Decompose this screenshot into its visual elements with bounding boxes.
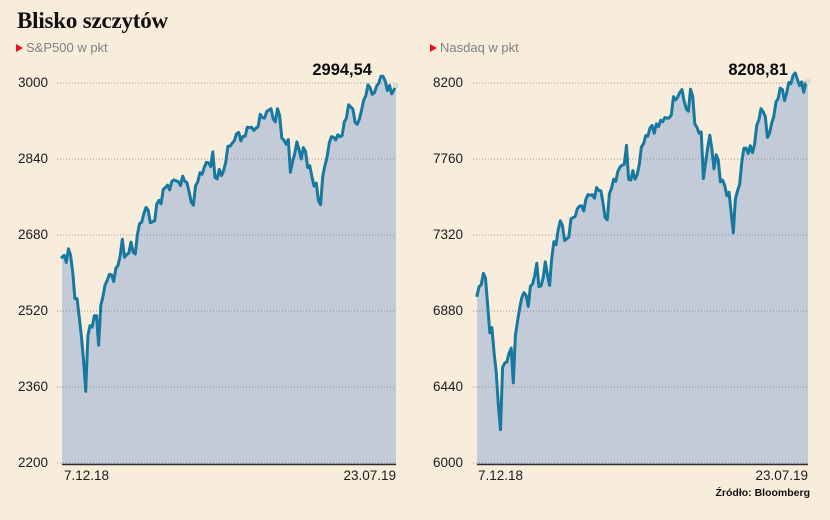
legend-marker-icon [16,43,23,52]
y-tick-label: 6000 [432,455,463,470]
legend-label: S&P500 w pkt [26,40,108,55]
y-tick-label: 2840 [17,151,48,166]
last-value-label: 8208,81 [728,61,788,79]
y-tick-label: 6440 [432,379,463,394]
y-tick-label: 2520 [17,303,48,318]
price-line [475,71,810,432]
legend-nasdaq: Nasdaq w pkt [430,40,519,55]
y-tick-label: 7320 [432,227,463,242]
x-tick-label: 7.12.18 [64,468,110,483]
y-tick-label: 2360 [17,379,48,394]
y-tick-label: 7760 [432,151,463,166]
y-tick-label: 2200 [17,455,48,470]
source-credit: Źródło: Bloomberg [715,487,811,499]
end-point-dot [393,82,399,89]
x-tick-label: 7.12.18 [478,468,524,483]
legend-sp500: S&P500 w pkt [16,40,108,55]
y-tick-label: 8200 [432,75,463,90]
price-line [60,74,398,393]
page-title: Blisko szczytów [17,8,168,33]
y-tick-label: 3000 [17,75,48,90]
x-tick-label: 23.07.19 [343,468,396,483]
legend-marker-icon [430,43,437,52]
legend-label: Nasdaq w pkt [440,40,519,55]
last-value-label: 2994,54 [312,61,372,79]
x-tick-label: 23.07.19 [755,468,808,483]
area-fill [62,76,396,465]
y-tick-label: 2680 [17,227,48,242]
area-fill [477,73,808,465]
end-point-dot [805,78,811,85]
y-tick-label: 6880 [432,303,463,318]
